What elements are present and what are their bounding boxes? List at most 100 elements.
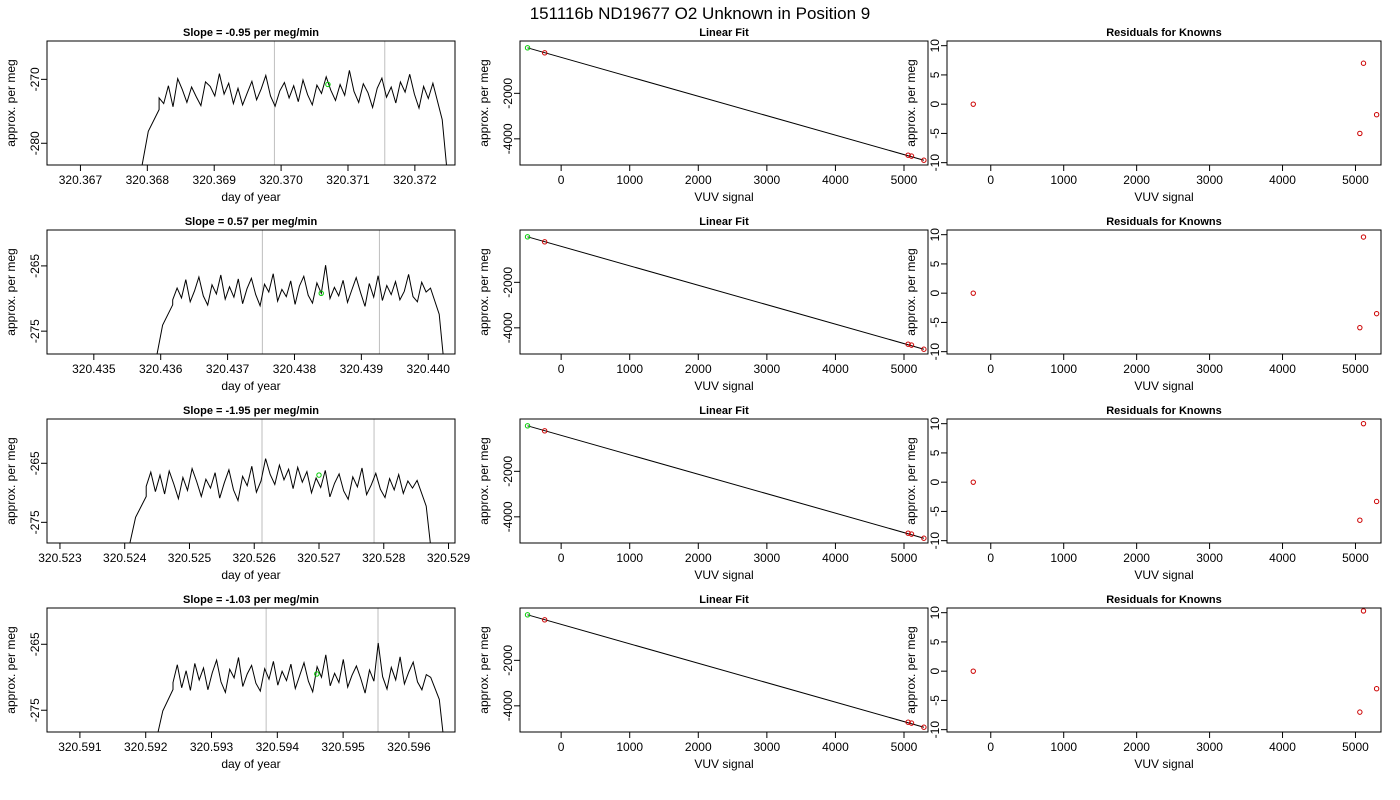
y-axis-label: approx. per meg — [904, 437, 918, 524]
y-tick-label: -275 — [28, 510, 42, 534]
panel-scatter-r1-c2: Residuals for Knowns VUV signal approx. pe… — [904, 216, 1382, 393]
x-tick-label: 0 — [987, 740, 994, 754]
x-tick-label: 4000 — [1269, 551, 1296, 565]
known-point — [541, 428, 548, 434]
unknown-point — [524, 612, 531, 618]
plot-frame — [46, 229, 456, 355]
known-point — [970, 479, 976, 485]
known-point — [905, 719, 911, 725]
unknown-point — [524, 45, 531, 51]
x-tick-label: 320.436 — [139, 362, 183, 376]
x-tick-label: 320.595 — [321, 740, 365, 754]
unknown-point — [524, 423, 531, 429]
panel-title: Slope = -1.95 per meg/min — [183, 405, 319, 417]
panel-title: Slope = -0.95 per meg/min — [183, 27, 319, 39]
panel-title: Residuals for Knowns — [1106, 27, 1222, 39]
panel-scatter-r1-c1: Linear Fit VUV signal approx. per meg 0 1000… — [477, 216, 929, 393]
x-tick-label: 0 — [558, 362, 565, 376]
x-tick-label: 320.440 — [407, 362, 451, 376]
y-axis-label: approx. per meg — [477, 626, 491, 713]
known-point — [921, 535, 927, 541]
x-tick-label: 320.528 — [362, 551, 406, 565]
x-tick-label: 4000 — [822, 173, 849, 187]
plot-frame — [946, 229, 1382, 355]
known-point — [905, 530, 911, 536]
y-axis-label: approx. per meg — [4, 626, 18, 713]
known-point — [1360, 608, 1367, 614]
plot-area — [970, 608, 1380, 715]
x-tick-label: 2000 — [685, 173, 712, 187]
x-tick-label: 1000 — [616, 740, 643, 754]
x-tick-label: 5000 — [1342, 740, 1369, 754]
y-tick-label: -275 — [28, 319, 42, 343]
y-tick-label: -265 — [28, 451, 42, 475]
x-tick-label: 4000 — [1269, 173, 1296, 187]
x-tick-label: 3000 — [1196, 173, 1223, 187]
x-tick-label: 3000 — [1196, 551, 1223, 565]
x-tick-label: 1000 — [616, 362, 643, 376]
x-tick-label: 320.527 — [297, 551, 341, 565]
known-point — [921, 724, 927, 730]
y-tick-label: -280 — [28, 131, 42, 155]
plot-frame — [519, 40, 929, 166]
y-tick-label: -2000 — [501, 456, 515, 487]
x-tick-label: 3000 — [1196, 740, 1223, 754]
x-tick-label: 320.370 — [259, 173, 303, 187]
y-tick-label: -10 — [928, 721, 942, 739]
known-point — [921, 346, 927, 352]
x-tick-label: 320.524 — [103, 551, 147, 565]
known-point — [541, 617, 548, 623]
y-tick-label: 5 — [928, 638, 942, 645]
x-tick-label: 3000 — [754, 740, 781, 754]
x-tick-label: 2000 — [1123, 173, 1150, 187]
x-tick-label: 320.369 — [193, 173, 237, 187]
y-axis-label: approx. per meg — [477, 248, 491, 335]
x-tick-label: 5000 — [1342, 362, 1369, 376]
x-tick-label: 320.596 — [387, 740, 431, 754]
y-tick-label: -10 — [928, 532, 942, 550]
plot-area — [129, 419, 431, 543]
plot-frame — [946, 607, 1382, 733]
y-tick-label: -4000 — [501, 690, 515, 721]
y-tick-label: -2000 — [501, 645, 515, 676]
x-tick-label: 1000 — [616, 551, 643, 565]
y-tick-label: 0 — [928, 479, 942, 486]
x-axis-label: day of year — [221, 757, 280, 771]
x-tick-label: 2000 — [1123, 551, 1150, 565]
x-tick-label: 320.594 — [256, 740, 300, 754]
x-tick-label: 320.591 — [58, 740, 102, 754]
x-tick-label: 0 — [987, 362, 994, 376]
y-tick-label: 10 — [928, 417, 942, 431]
plot-frame — [519, 607, 929, 733]
x-axis-label: VUV signal — [694, 568, 753, 582]
panel-title: Linear Fit — [699, 27, 749, 39]
x-axis-label: day of year — [221, 568, 280, 582]
plot-frame — [46, 40, 456, 166]
y-tick-label: -4000 — [501, 501, 515, 532]
y-axis-label: approx. per meg — [4, 248, 18, 335]
plot-area — [524, 612, 927, 730]
x-axis-label: VUV signal — [1134, 757, 1193, 771]
signal-line — [141, 70, 447, 165]
known-point — [1357, 709, 1363, 715]
x-tick-label: 4000 — [822, 740, 849, 754]
x-axis-label: VUV signal — [694, 757, 753, 771]
panel-scatter-r3-c2: Residuals for Knowns VUV signal approx. pe… — [904, 594, 1382, 771]
panel-line-r1-c0: Slope = 0.57 per meg/min day of year appro… — [4, 216, 456, 393]
known-point — [1373, 310, 1380, 317]
plot-area — [156, 230, 444, 354]
y-tick-label: -2000 — [501, 267, 515, 298]
x-tick-label: 5000 — [891, 740, 918, 754]
signal-line — [157, 642, 444, 732]
panel-scatter-r0-c2: Residuals for Knowns VUV signal approx. pe… — [904, 27, 1382, 204]
x-tick-label: 320.439 — [340, 362, 384, 376]
y-tick-label: 0 — [928, 101, 942, 108]
y-tick-label: 0 — [928, 668, 942, 675]
x-tick-label: 320.372 — [393, 173, 437, 187]
y-tick-label: -265 — [28, 254, 42, 278]
x-tick-label: 320.592 — [124, 740, 168, 754]
panel-title: Residuals for Knowns — [1106, 594, 1222, 606]
y-tick-label: 5 — [928, 260, 942, 267]
y-tick-label: -4000 — [501, 123, 515, 154]
